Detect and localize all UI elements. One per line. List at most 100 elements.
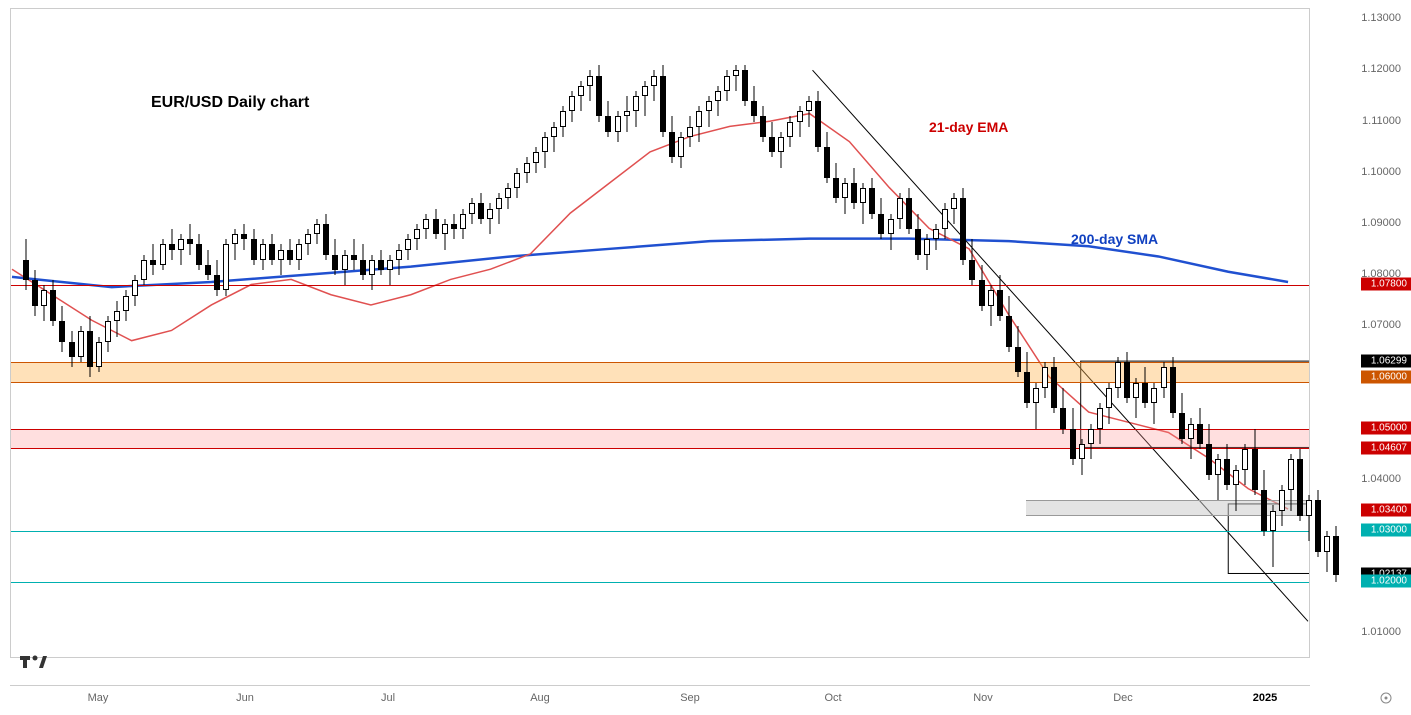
candle — [323, 9, 329, 659]
candle — [842, 9, 848, 659]
candle — [23, 9, 29, 659]
candle — [132, 9, 138, 659]
candle — [551, 9, 557, 659]
candle — [660, 9, 666, 659]
candle — [815, 9, 821, 659]
candle — [560, 9, 566, 659]
candle — [1170, 9, 1176, 659]
candle — [332, 9, 338, 659]
candle — [269, 9, 275, 659]
candle — [414, 9, 420, 659]
candle — [696, 9, 702, 659]
price-tag: 1.05000 — [1361, 421, 1411, 434]
candle — [296, 9, 302, 659]
candle — [214, 9, 220, 659]
price-tag: 1.04607 — [1361, 441, 1411, 454]
candle — [524, 9, 530, 659]
candle — [1297, 9, 1303, 659]
candle — [260, 9, 266, 659]
annotation-label: 21-day EMA — [929, 119, 1008, 135]
candle — [833, 9, 839, 659]
x-axis[interactable]: MayJunJulAugSepOctNovDec2025 — [10, 685, 1310, 715]
y-tick-label: 1.11000 — [1362, 115, 1401, 127]
candle — [787, 9, 793, 659]
candle — [933, 9, 939, 659]
candle — [897, 9, 903, 659]
y-tick-label: 1.13000 — [1361, 12, 1401, 24]
candle — [241, 9, 247, 659]
candle — [678, 9, 684, 659]
y-tick-label: 1.12000 — [1361, 63, 1401, 75]
x-tick-label: Dec — [1113, 692, 1133, 704]
price-tag: 1.06000 — [1361, 370, 1411, 383]
x-tick-label: May — [88, 692, 109, 704]
y-tick-label: 1.09000 — [1361, 217, 1401, 229]
candle — [906, 9, 912, 659]
candle — [278, 9, 284, 659]
candle — [460, 9, 466, 659]
candle — [59, 9, 65, 659]
candle — [924, 9, 930, 659]
candle — [78, 9, 84, 659]
candle — [387, 9, 393, 659]
candle — [496, 9, 502, 659]
candle — [642, 9, 648, 659]
candle — [1197, 9, 1203, 659]
candle — [205, 9, 211, 659]
candle — [1161, 9, 1167, 659]
y-tick-label: 1.04000 — [1361, 473, 1401, 485]
candle — [123, 9, 129, 659]
candle — [851, 9, 857, 659]
candle — [150, 9, 156, 659]
candle — [1006, 9, 1012, 659]
candle — [1033, 9, 1039, 659]
candle — [1106, 9, 1112, 659]
candle — [869, 9, 875, 659]
candle — [423, 9, 429, 659]
candle — [1288, 9, 1294, 659]
candle — [633, 9, 639, 659]
candle — [351, 9, 357, 659]
candle — [378, 9, 384, 659]
candle — [1242, 9, 1248, 659]
candle — [87, 9, 93, 659]
candle — [1042, 9, 1048, 659]
chart-title: EUR/USD Daily chart — [151, 94, 309, 112]
candle — [1051, 9, 1057, 659]
candle — [433, 9, 439, 659]
settings-icon[interactable] — [1379, 691, 1393, 705]
candle — [1224, 9, 1230, 659]
candle — [369, 9, 375, 659]
candle — [196, 9, 202, 659]
y-axis[interactable]: 1.010001.020001.040001.070001.080001.090… — [1321, 8, 1411, 658]
candle — [797, 9, 803, 659]
chart-plot-area[interactable]: EUR/USD Daily chart 21-day EMA 200-day SM… — [10, 8, 1310, 658]
candle — [251, 9, 257, 659]
candle — [469, 9, 475, 659]
candle — [360, 9, 366, 659]
candle — [514, 9, 520, 659]
candle — [542, 9, 548, 659]
y-tick-label: 1.07000 — [1361, 319, 1401, 331]
y-tick-label: 1.10000 — [1361, 166, 1401, 178]
candle — [669, 9, 675, 659]
candle — [141, 9, 147, 659]
candle — [1306, 9, 1312, 659]
candle — [160, 9, 166, 659]
candle — [733, 9, 739, 659]
candle — [1133, 9, 1139, 659]
price-tag: 1.02000 — [1361, 575, 1411, 588]
price-tag: 1.07800 — [1361, 278, 1411, 291]
candle — [1124, 9, 1130, 659]
candle — [1015, 9, 1021, 659]
y-tick-label: 1.01000 — [1361, 626, 1401, 638]
candle — [969, 9, 975, 659]
candle — [105, 9, 111, 659]
candle — [988, 9, 994, 659]
candle — [1279, 9, 1285, 659]
candle — [487, 9, 493, 659]
annotation-label: 200-day SMA — [1071, 231, 1158, 247]
candle — [942, 9, 948, 659]
candle — [1024, 9, 1030, 659]
candle — [69, 9, 75, 659]
